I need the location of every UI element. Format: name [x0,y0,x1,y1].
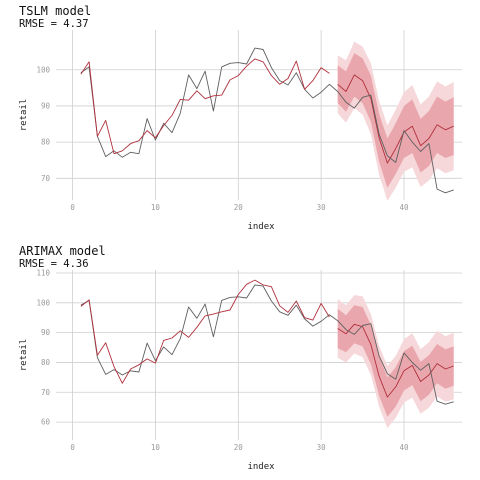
arimax-x-axis-label: index [247,462,275,472]
arimax-y-tick-label: 90 [41,328,51,337]
tslm-x-tick-label: 30 [317,203,327,212]
arimax-y-tick-label: 110 [36,268,50,277]
arimax-y-axis-label: retail [19,339,29,372]
arimax-fitted-line [80,279,330,384]
tslm-x-tick-label: 10 [151,203,161,212]
tslm-x-tick-label: 40 [399,203,409,212]
arimax-x-tick-label: 0 [70,443,75,452]
arimax-y-tick-label: 70 [41,388,51,397]
tslm-rmse: RMSE = 4.37 [19,18,89,30]
tslm-y-tick-label: 80 [41,138,51,147]
tslm-y-tick-label: 90 [41,101,51,110]
arimax-x-tick-label: 20 [234,443,244,452]
arimax-y-tick-label: 60 [41,418,51,427]
arimax-chart: 0 10 20 30 40 60 70 80 90 100 110 index retail [19,268,462,472]
arimax-x-tick-label: 10 [151,443,161,452]
tslm-title: TSLM model [19,4,92,18]
arimax-panel: ARIMAX model RMSE = 4.36 0 10 20 30 40 60 70 80… [0,240,480,480]
arimax-title: ARIMAX model [19,244,106,258]
arimax-y-tick-label: 80 [41,358,51,367]
arimax-grid [56,270,462,440]
arimax-x-tick-label: 40 [399,443,409,452]
tslm-forecast-mean-line [337,74,454,164]
arimax-actual-line [80,284,454,405]
tslm-y-tick-label: 70 [41,174,51,183]
arimax-x-tick-label: 30 [317,443,327,452]
tslm-chart: 0 10 20 30 40 70 80 90 100 index retail [19,30,462,232]
tslm-y-axis-label: retail [19,99,29,132]
tslm-forecast-band-80 [337,53,454,188]
arimax-forecast-mean-line [337,323,454,398]
tslm-panel: TSLM model RMSE = 4.37 0 10 20 30 40 70 80 90 10… [19,4,462,232]
tslm-x-tick-label: 20 [234,203,244,212]
arimax-y-tick-label: 100 [36,298,50,307]
tslm-x-axis-label: index [247,222,275,232]
tslm-fitted-line [80,58,330,155]
arimax-rmse: RMSE = 4.36 [19,258,89,270]
tslm-x-tick-label: 0 [70,203,75,212]
tslm-y-tick-label: 100 [36,65,50,74]
arimax-forecast-band-80 [337,305,454,417]
